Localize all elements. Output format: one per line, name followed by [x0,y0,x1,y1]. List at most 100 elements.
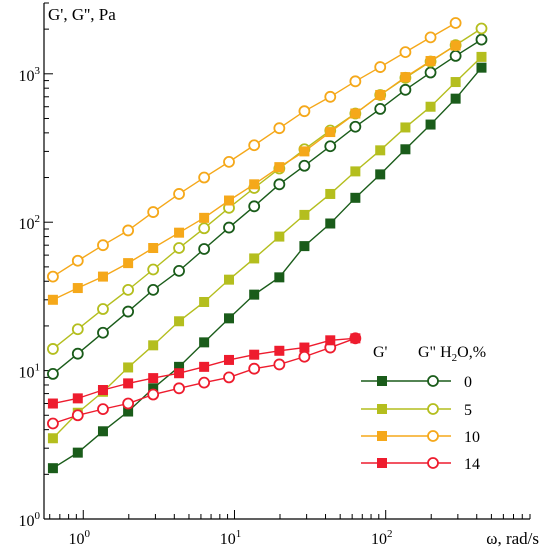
gp-point [123,362,134,373]
gpp-point [223,221,235,234]
gpp-point [173,188,185,200]
legend-label: 5 [464,402,472,419]
gp-point [199,212,210,223]
y-tick-label: 101 [19,362,41,382]
gp-point [47,398,58,409]
gpp-point [424,66,437,79]
gpp-point [97,326,109,339]
gp-point [47,294,58,305]
gp-point [375,169,386,180]
gp-point [47,433,58,444]
legend-header-gpp-h2o: G" H2O,% [418,344,486,364]
gp-point [148,373,159,384]
gpp-point [349,75,362,88]
x-tick-label: 100 [69,528,91,548]
gpp-point [173,382,185,395]
gp-point [375,89,386,100]
gpp-point [399,46,412,59]
x-tick-label: 102 [371,528,393,548]
legend-entry-10: 10 [361,429,480,446]
gpp-point [399,83,412,96]
gp-point [199,337,210,348]
gpp-point [475,33,488,46]
gp-point [97,271,108,282]
gpp-point [248,139,261,152]
gp-point [174,316,185,327]
gpp-point [273,358,286,371]
legend-gpp-marker [427,457,439,469]
legend-entry-14: 14 [361,456,480,473]
axes [43,3,530,520]
gpp-point [349,120,362,133]
gpp-point [147,283,160,296]
legend-gpp-marker [427,375,439,387]
gp-point [72,393,83,404]
gp-point [274,345,285,356]
gpp-point [122,224,135,237]
gp-point [375,145,386,156]
gpp-point [47,417,59,430]
legend: G' G" H2O,% 0 5 10 14 [361,344,486,473]
gp-point [400,72,411,83]
gp-point [350,166,361,177]
series-0 [47,33,488,474]
gp-point [274,162,285,173]
gpp-point [97,403,109,416]
gp-point [47,463,58,474]
y-tick-label: 100 [19,510,41,530]
gp-point [249,289,260,300]
gpp-point [71,323,84,336]
legend-label: 10 [464,429,480,446]
gpp-point [47,343,59,355]
gpp-point [71,347,84,360]
gp-point [400,122,411,133]
y-axis-label: G', G'', Pa [48,5,116,24]
x-axis-label: ω, rad/s [486,529,539,548]
gpp-point [248,362,261,375]
gp-point [224,195,235,206]
gp-point [199,361,210,372]
gpp-point [374,103,387,115]
gpp-point [298,159,311,172]
gp-point [72,283,83,294]
gp-point [123,406,134,417]
gpp-point [71,254,84,267]
gpp-point [298,350,311,363]
gpp-point [198,376,211,389]
gpp-point [122,397,135,410]
gpp-point [248,200,261,213]
gp-point [299,146,310,157]
legend-label: 14 [464,456,480,473]
gpp-point [273,178,286,191]
gp-point [249,349,260,360]
gpp-point [47,270,59,283]
gp-point [350,108,361,119]
gp-point [450,93,461,104]
y-tick-label: 103 [19,65,41,85]
gp-point [148,243,159,254]
legend-gpp-marker [427,430,439,442]
gp-point [224,274,235,285]
gpp-point [198,243,211,255]
gp-point [299,241,310,252]
series-10 [47,17,462,305]
gp-point [97,385,108,396]
gpp-point [223,371,235,384]
gpp-point [147,263,160,276]
legend-gp-marker [377,404,387,414]
gp-point [274,231,285,242]
gpp-point [449,17,462,29]
x-tick-label: 101 [220,528,242,548]
gpp-point [424,31,437,44]
legend-gp-marker [377,376,387,386]
gp-point [425,101,436,112]
gp-point [224,313,235,324]
legend-gp-marker [377,431,387,441]
legend-label: 0 [464,374,472,391]
gp-point [224,354,235,365]
gpp-point [475,22,488,35]
legend-gpp-marker [427,403,439,415]
gpp-point [173,242,185,254]
gpp-point [71,409,84,422]
gpp-point [122,305,135,318]
